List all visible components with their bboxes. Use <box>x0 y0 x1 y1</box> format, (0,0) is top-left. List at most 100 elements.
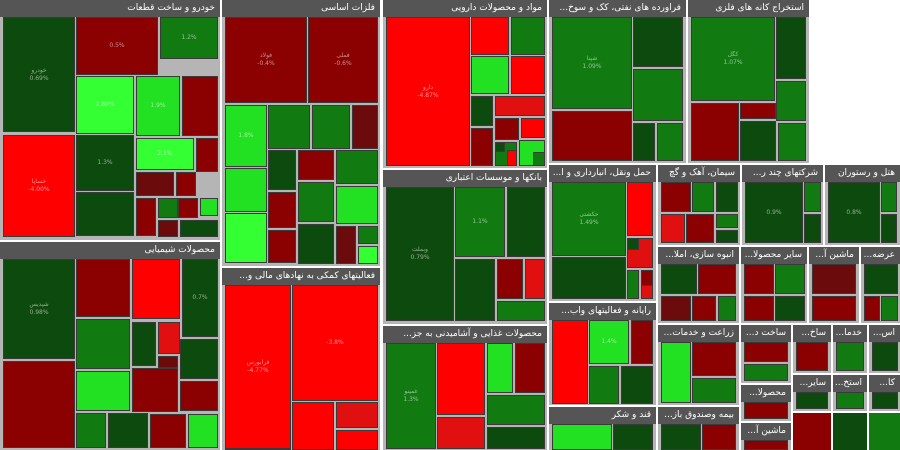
sector-banks[interactable]: بانکها و موسسات اعتباری وبملت 0.79% 1.1% <box>383 170 547 324</box>
stock-tile[interactable]: خساپا -4.00% <box>3 135 75 237</box>
stock-tile[interactable] <box>108 413 148 448</box>
sector-agriculture[interactable]: زراعت و خدمات... <box>658 325 739 405</box>
stock-tile[interactable] <box>627 182 653 236</box>
stock-tile[interactable] <box>495 142 505 152</box>
sector-machinery[interactable]: ماشین آ... <box>809 247 859 323</box>
stock-tile[interactable] <box>796 392 828 409</box>
stock-tile[interactable] <box>225 213 267 263</box>
stock-tile[interactable] <box>471 56 509 94</box>
stock-tile[interactable] <box>158 220 178 237</box>
stock-tile[interactable]: 1.4% <box>589 320 629 364</box>
stock-tile[interactable]: فرابورس -4.77% <box>225 285 291 449</box>
stock-tile[interactable] <box>775 264 805 294</box>
sector-food[interactable]: محصولات غذایی و آشامیدنی به جز... غمینو … <box>383 326 547 450</box>
stock-tile[interactable]: 0.7% <box>182 259 218 337</box>
stock-tile[interactable] <box>552 424 612 450</box>
stock-tile[interactable] <box>692 378 736 403</box>
stock-tile[interactable]: وبملت 0.79% <box>386 187 454 321</box>
stock-tile[interactable]: 0.5% <box>76 17 158 75</box>
stock-tile[interactable] <box>775 296 805 321</box>
stock-tile[interactable] <box>76 413 106 448</box>
stock-tile[interactable] <box>132 322 156 366</box>
stock-tile[interactable] <box>744 264 774 294</box>
stock-tile[interactable] <box>268 192 296 228</box>
stock-tile[interactable] <box>176 172 196 196</box>
stock-tile[interactable] <box>455 259 495 321</box>
stock-tile[interactable]: کگل 1.07% <box>691 17 775 101</box>
stock-tile[interactable]: شپدیس 0.98% <box>3 259 75 359</box>
stock-tile[interactable] <box>633 17 683 67</box>
stock-tile[interactable] <box>298 182 334 222</box>
stock-tile[interactable] <box>702 424 736 450</box>
stock-tile[interactable] <box>76 192 134 236</box>
stock-tile[interactable] <box>661 342 691 403</box>
stock-tile[interactable]: حکشتی 1.49% <box>552 182 626 256</box>
stock-tile[interactable]: 1.9% <box>136 76 180 136</box>
stock-tile[interactable] <box>515 343 545 393</box>
stock-tile[interactable] <box>744 402 788 419</box>
stock-tile[interactable] <box>633 69 683 121</box>
stock-tile[interactable] <box>864 264 898 294</box>
stock-tile[interactable] <box>487 395 545 425</box>
stock-tile[interactable] <box>312 105 350 149</box>
stock-tile[interactable] <box>552 111 632 161</box>
stock-tile[interactable] <box>661 182 691 212</box>
stock-tile[interactable] <box>511 17 545 55</box>
sector-s22[interactable]: سایر... <box>793 375 831 411</box>
sector-pharma[interactable]: مواد و محصولات دارویی دارو -4.87% <box>383 0 547 168</box>
stock-tile[interactable] <box>744 440 788 450</box>
stock-tile[interactable] <box>521 118 545 138</box>
sector-misc-1[interactable] <box>793 413 831 450</box>
sector-s27[interactable]: ماشین آ... <box>741 423 791 450</box>
stock-tile[interactable] <box>76 371 130 411</box>
stock-tile[interactable] <box>200 198 218 216</box>
stock-tile[interactable] <box>158 198 178 218</box>
stock-tile[interactable] <box>804 182 821 212</box>
stock-tile[interactable] <box>718 296 736 321</box>
stock-tile[interactable]: 0.8% <box>828 182 880 243</box>
stock-tile[interactable] <box>487 343 513 393</box>
stock-tile[interactable] <box>358 246 378 264</box>
stock-tile[interactable]: 1.8% <box>225 105 267 167</box>
stock-tile[interactable] <box>744 296 774 321</box>
stock-tile[interactable] <box>744 342 788 362</box>
stock-tile[interactable] <box>188 414 218 448</box>
stock-tile[interactable] <box>881 214 897 243</box>
stock-tile[interactable] <box>497 259 523 299</box>
stock-tile[interactable] <box>76 319 130 369</box>
stock-tile[interactable] <box>497 301 545 321</box>
stock-tile[interactable] <box>836 392 864 409</box>
stock-tile[interactable] <box>180 339 218 379</box>
sector-sugar[interactable]: قند و شکر <box>549 407 656 450</box>
stock-tile[interactable] <box>881 296 898 321</box>
stock-tile[interactable] <box>691 103 739 161</box>
sector-manufacturing[interactable]: ساخت د... <box>741 325 791 383</box>
sector-hotel[interactable]: هتل و رستوران 0.8% <box>825 165 900 245</box>
stock-tile[interactable] <box>298 224 334 264</box>
stock-tile[interactable] <box>471 128 493 166</box>
stock-tile[interactable] <box>437 343 485 415</box>
stock-tile[interactable] <box>487 427 545 449</box>
stock-tile[interactable] <box>352 105 378 149</box>
stock-tile[interactable] <box>182 76 218 136</box>
stock-tile[interactable] <box>336 150 378 184</box>
stock-tile[interactable] <box>533 152 545 166</box>
stock-tile[interactable] <box>471 17 509 55</box>
stock-tile[interactable] <box>132 368 178 412</box>
stock-tile[interactable]: -3.8% <box>292 285 378 401</box>
stock-tile[interactable] <box>661 424 701 450</box>
sector-misc-3[interactable] <box>869 413 900 450</box>
stock-tile[interactable] <box>136 198 156 236</box>
stock-tile[interactable] <box>336 226 356 264</box>
stock-tile[interactable] <box>336 186 378 224</box>
stock-tile[interactable] <box>698 264 736 294</box>
stock-tile[interactable]: 1.2% <box>160 17 218 59</box>
stock-tile[interactable] <box>872 392 898 409</box>
stock-tile[interactable] <box>657 123 683 161</box>
sector-multi[interactable]: شرکتهای چند ر... 0.9% <box>742 165 823 245</box>
stock-tile[interactable] <box>744 364 788 381</box>
stock-tile[interactable] <box>661 296 691 321</box>
sector-s19[interactable]: خدما... <box>833 325 867 373</box>
stock-tile[interactable]: دارو -4.87% <box>386 17 470 166</box>
stock-tile[interactable] <box>633 123 655 161</box>
